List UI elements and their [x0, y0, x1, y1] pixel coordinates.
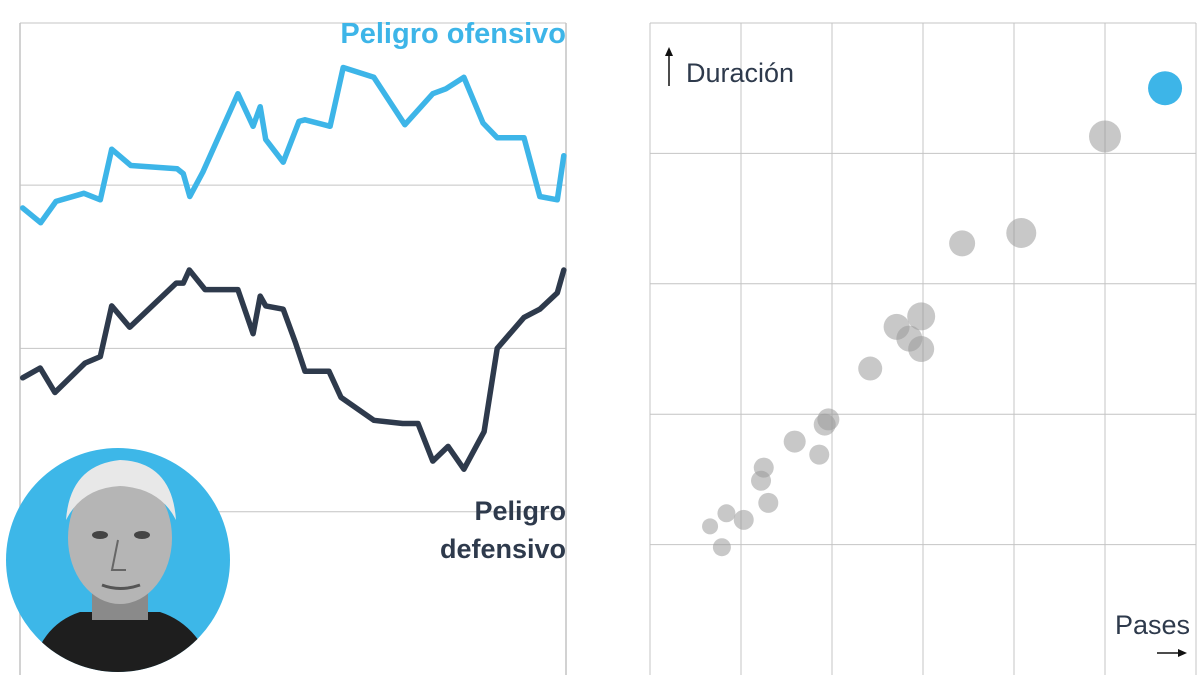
defensive-danger-label: Peligro defensivo [440, 492, 566, 568]
data-point [813, 413, 836, 436]
x-axis-label: Pases [1114, 610, 1190, 640]
data-point [712, 538, 731, 557]
data-point [733, 509, 754, 530]
offensive-danger-label: Peligro ofensivo [340, 18, 566, 50]
data-point [758, 492, 779, 513]
data-point [702, 518, 719, 535]
scatter-points [702, 71, 1183, 557]
data-point [908, 336, 935, 362]
data-point [717, 504, 736, 523]
offensive-danger-line [19, 64, 567, 226]
data-point [1089, 120, 1121, 153]
y-axis-label: Duración [686, 58, 795, 88]
portrait-photo [6, 448, 230, 672]
data-point [783, 430, 806, 453]
line-chart-series [19, 64, 567, 472]
data-point [858, 356, 883, 381]
data-point [751, 470, 772, 491]
defensive-label-line2: defensivo [439, 534, 566, 564]
data-point [1006, 217, 1037, 248]
defensive-label-line1: Peligro [474, 496, 566, 526]
data-point [907, 302, 936, 331]
passes-axis-arrow-icon [1157, 649, 1187, 657]
data-point [949, 230, 976, 257]
duration-axis-arrow-icon [665, 47, 673, 86]
data-point [809, 444, 830, 465]
highlighted-data-point [1148, 71, 1183, 106]
defensive-danger-line [19, 267, 567, 472]
